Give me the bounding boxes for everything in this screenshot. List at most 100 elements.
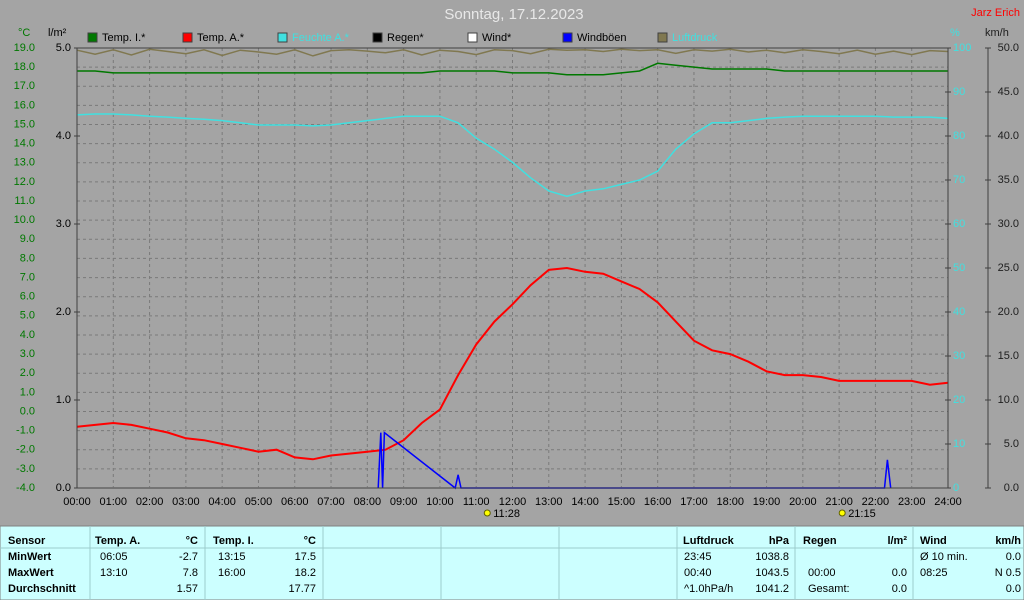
table-cell: 17.77: [288, 583, 316, 595]
y-tick-label: 8.0: [20, 252, 35, 264]
table-header: hPa: [769, 535, 790, 547]
x-tick-label: 13:00: [535, 496, 563, 508]
series-line: [76, 266, 949, 461]
x-tick-label: 23:00: [898, 496, 926, 508]
table-header: Temp. I.: [213, 535, 254, 547]
table-header: Regen: [803, 535, 837, 547]
y-tick-label: 13.0: [14, 157, 35, 169]
y-tick-label: 11.0: [14, 195, 35, 207]
y4-axis-label: km/h: [985, 27, 1009, 39]
table-cell: -2.7: [179, 551, 198, 563]
y4-tick-label: 10.0: [998, 394, 1019, 406]
y-tick-label: 10.0: [14, 214, 35, 226]
legend-label: Temp. A.*: [197, 32, 245, 44]
y-tick-label: 5.0: [20, 310, 35, 322]
y2-tick-label: 30: [953, 350, 965, 362]
table-cell: 08:25: [920, 567, 948, 579]
y2-tick-label: 80: [953, 130, 965, 142]
x-tick-label: 24:00: [934, 496, 962, 508]
legend-label: Regen*: [387, 32, 424, 44]
table-cell: 1.57: [177, 583, 198, 595]
x-tick-label: 19:00: [753, 496, 781, 508]
y-tick-label: -4.0: [16, 482, 35, 494]
x-tick-label: 11:00: [463, 496, 490, 508]
legend-label: Luftdruck: [672, 32, 718, 44]
row-label: Durchschnitt: [8, 583, 76, 595]
legend-label: Windböen: [577, 32, 627, 44]
x-tick-label: 18:00: [716, 496, 744, 508]
y2-tick-label: 60: [953, 218, 965, 230]
table-columns: [89, 526, 914, 600]
y-axis-label: °C: [18, 27, 30, 39]
x-tick-label: 12:00: [499, 496, 527, 508]
table-cell: 0.0: [892, 583, 907, 595]
y2-tick-label: 10: [953, 438, 965, 450]
annotation-label: 11:28: [493, 508, 520, 520]
x-tick-label: 09:00: [390, 496, 418, 508]
y3-tick-label: 3.0: [56, 218, 71, 230]
chart-title: Sonntag, 17.12.2023: [444, 6, 583, 23]
table-cell: 06:05: [100, 551, 128, 563]
legend-swatch: [277, 32, 288, 43]
y-tick-label: 7.0: [20, 271, 35, 283]
table-header: °C: [186, 535, 198, 547]
table-cell: Ø 10 min.: [920, 551, 968, 563]
author: Jarz Erich: [971, 7, 1020, 19]
y2-tick-label: 40: [953, 306, 965, 318]
y-tick-label: 9.0: [20, 233, 35, 245]
series-line: [77, 62, 948, 76]
table-header: l/m²: [887, 535, 907, 547]
y4-tick-label: 45.0: [998, 86, 1019, 98]
series-line: [377, 431, 892, 490]
y2-tick-label: 90: [953, 86, 965, 98]
legend-label: Feuchte A.*: [292, 32, 350, 44]
y-tick-label: 3.0: [20, 348, 35, 360]
table-cell: 7.8: [183, 567, 198, 579]
series-line: [76, 113, 949, 198]
table-cell: 23:45: [684, 551, 712, 563]
legend-swatch: [182, 32, 193, 43]
x-tick-label: 20:00: [789, 496, 817, 508]
table-cell: 1041.2: [755, 583, 789, 595]
y4-tick-label: 50.0: [998, 42, 1019, 54]
x-tick-label: 15:00: [608, 496, 636, 508]
y3-tick-label: 4.0: [56, 130, 71, 142]
x-tick-label: 01:00: [100, 496, 128, 508]
y-tick-label: 0.0: [20, 405, 35, 417]
table-header: Luftdruck: [683, 535, 735, 547]
table-cell: 13:15: [218, 551, 246, 563]
x-tick-label: 00:00: [63, 496, 91, 508]
table-header: Wind: [920, 535, 947, 547]
annotation-label: 21:15: [848, 508, 876, 520]
series-line: [76, 48, 949, 57]
y-tick-label: 2.0: [20, 367, 35, 379]
x-tick-label: 22:00: [862, 496, 890, 508]
legend-swatch: [657, 32, 668, 43]
y-tick-label: -1.0: [16, 425, 35, 437]
sun-icon: [838, 509, 846, 517]
y3-tick-label: 5.0: [56, 42, 71, 54]
x-tick-label: 02:00: [136, 496, 164, 508]
table-cell: 16:00: [218, 567, 246, 579]
x-tick-label: 17:00: [680, 496, 708, 508]
y3-tick-label: 2.0: [56, 306, 71, 318]
table-cell: 13:10: [100, 567, 128, 579]
y-tick-label: 6.0: [20, 291, 35, 303]
table-cell: 0.0: [892, 567, 907, 579]
y-tick-label: 16.0: [14, 99, 35, 111]
y2-axis-label: %: [950, 27, 960, 39]
y4-tick-label: 25.0: [998, 262, 1019, 274]
y-tick-label: 15.0: [14, 118, 35, 130]
table-cell: Gesamt:: [808, 583, 850, 595]
row-label: MaxWert: [8, 567, 54, 579]
x-tick-label: 10:00: [426, 496, 454, 508]
y-tick-label: 1.0: [20, 386, 35, 398]
legend-swatch: [87, 32, 98, 43]
y4-tick-label: 20.0: [998, 306, 1019, 318]
table-cell: 18.2: [295, 567, 316, 579]
legend-swatch: [562, 32, 573, 43]
table-header: Temp. A.: [95, 535, 140, 547]
x-tick-label: 16:00: [644, 496, 672, 508]
y2-tick-label: 50: [953, 262, 965, 274]
y4-tick-label: 5.0: [1004, 438, 1019, 450]
